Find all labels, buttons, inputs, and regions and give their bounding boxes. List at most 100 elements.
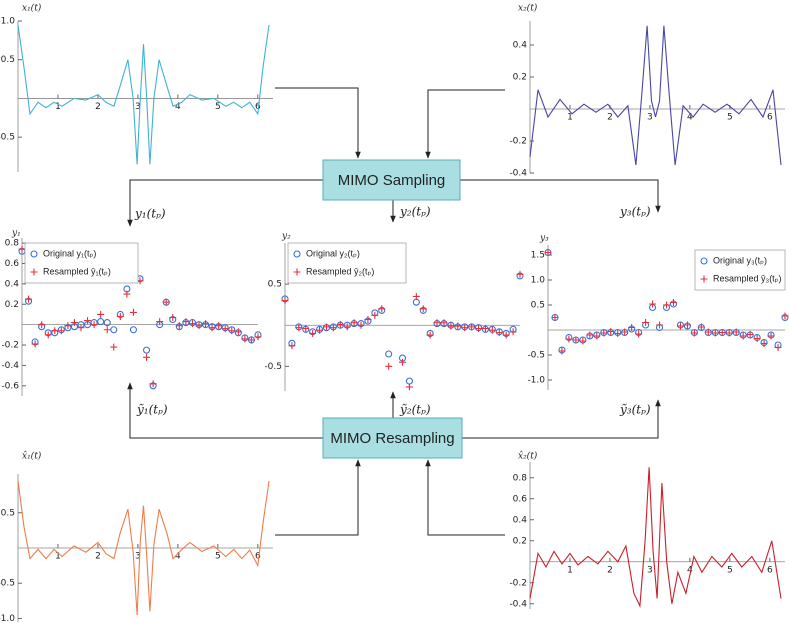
point [350, 319, 358, 327]
x-tick-label: 4 [175, 102, 181, 112]
legend-marker [293, 268, 301, 276]
point [123, 290, 131, 298]
point [697, 323, 705, 331]
y-tick-label: 0.4 [5, 279, 20, 289]
arrow [460, 179, 661, 213]
point [221, 325, 229, 333]
y-tick-label: 0.5 [1, 55, 15, 65]
point [162, 298, 170, 306]
point [51, 327, 59, 335]
arrow [275, 459, 361, 536]
point [635, 330, 643, 338]
point [516, 270, 524, 278]
point [316, 326, 324, 334]
edge-label: y₁(tₚ) [134, 207, 166, 221]
point [495, 329, 503, 337]
point [70, 319, 78, 327]
x-tick-label: 3 [135, 102, 141, 112]
point [103, 319, 111, 327]
y-tick-label: 0.4 [513, 41, 528, 51]
legend-label: Original y₃(tₚ) [713, 255, 767, 265]
data-line [17, 24, 270, 165]
point [329, 324, 337, 332]
point [129, 326, 137, 334]
point [718, 329, 726, 336]
y-tick-label: -0.4 [1, 361, 19, 371]
x-tick-label: 4 [175, 552, 181, 562]
point [116, 312, 124, 320]
edge-label: ỹ₃(tₚ) [619, 403, 651, 417]
point [84, 317, 92, 325]
point [295, 324, 303, 332]
point [649, 300, 657, 308]
point [281, 297, 289, 305]
point [44, 331, 52, 339]
point [90, 321, 98, 329]
point [143, 353, 151, 361]
point [628, 324, 636, 331]
y-tick-label: 0.5 [1, 508, 15, 518]
point [254, 333, 262, 341]
chart-title: x₁(t) [22, 3, 42, 14]
y-tick-label: 0.5 [531, 301, 545, 311]
point [642, 319, 650, 326]
point [488, 326, 496, 334]
arrow [462, 399, 661, 439]
chart-title: x₂(t) [518, 3, 538, 14]
node-box [322, 159, 461, 201]
chart-title: y₃ [539, 234, 549, 244]
arrow [425, 459, 505, 536]
point [97, 310, 105, 318]
y-tick-label: -0.2 [1, 341, 19, 351]
node-label: MIMO Sampling [338, 172, 446, 189]
point [309, 329, 317, 337]
point [405, 383, 413, 391]
point [725, 329, 733, 337]
point [195, 322, 203, 330]
point [683, 321, 691, 329]
point [208, 324, 216, 332]
arrow [275, 87, 361, 159]
x-tick-label: 5 [215, 102, 221, 112]
legend-box [694, 249, 786, 291]
x-tick-label: 3 [647, 565, 653, 575]
y-tick-label: 0.6 [513, 494, 528, 504]
point [739, 332, 747, 340]
edge-label: ỹ₁(tₚ) [136, 403, 168, 417]
y-tick-label: -1.0 [0, 614, 15, 624]
point [669, 299, 677, 306]
data-line [529, 25, 782, 166]
arrow [127, 179, 323, 227]
y-tick-label: 1.0 [1, 17, 16, 27]
x-tick-label: 4 [687, 113, 693, 123]
legend-label: Original y₂(tₚ) [306, 248, 360, 258]
x-tick-label: 2 [607, 565, 613, 575]
y-tick-label: -1.0 [527, 376, 545, 386]
legend-marker [30, 250, 38, 258]
legend-marker [293, 250, 301, 258]
x-tick-label: 6 [255, 552, 261, 562]
point [579, 337, 587, 345]
point [676, 322, 684, 330]
point [385, 362, 393, 370]
y-tick-label: -0.4 [509, 599, 527, 609]
connectors [127, 87, 661, 536]
x-tick-label: 6 [255, 102, 261, 112]
point [64, 322, 72, 330]
x-tick-label: 3 [135, 552, 141, 562]
x-tick-label: 1 [567, 565, 573, 575]
point [711, 329, 719, 337]
point [288, 342, 296, 350]
x-tick-label: 6 [767, 113, 773, 123]
point [357, 321, 365, 329]
x-tick-label: 3 [647, 113, 653, 123]
arrow [127, 382, 323, 439]
point [25, 295, 33, 303]
point [433, 319, 441, 327]
point [215, 322, 223, 330]
edge-label: y₂(tₚ) [399, 205, 431, 219]
y-tick-label: -0.4 [509, 169, 527, 179]
point [77, 324, 85, 332]
point [621, 328, 629, 336]
chart-title: y₁ [11, 229, 21, 239]
